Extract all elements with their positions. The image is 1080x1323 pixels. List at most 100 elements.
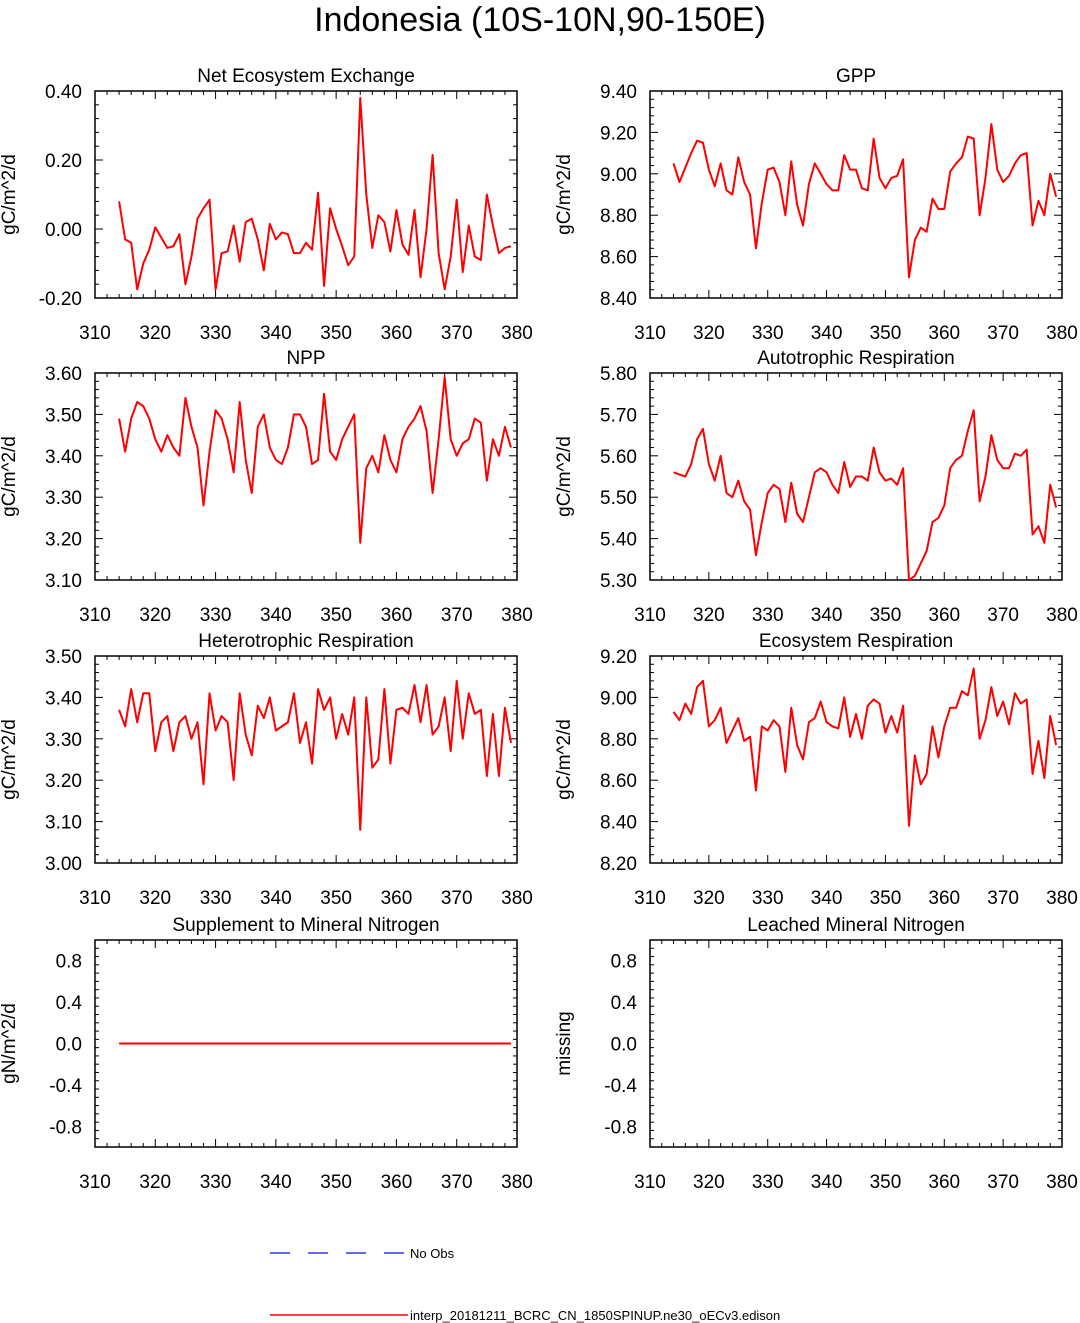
y-tick-label: 3.40: [45, 447, 82, 468]
x-tick-label: 380: [501, 323, 533, 344]
x-tick-label: 330: [752, 323, 784, 344]
legend-label-1: No Obs: [410, 1246, 455, 1261]
y-tick-label: 0.0: [56, 1035, 82, 1056]
panel-7: Supplement to Mineral Nitrogen gN/m^2/d 31…: [0, 915, 533, 1193]
y-tick-label: 5.30: [600, 571, 637, 592]
y-tick-label: 9.40: [600, 82, 637, 103]
panel-title: Supplement to Mineral Nitrogen: [172, 915, 439, 936]
x-tick-label: 370: [987, 1172, 1019, 1193]
y-tick-label: 3.20: [45, 771, 82, 792]
y-tick-label: 0.40: [45, 82, 82, 103]
x-tick-label: 350: [320, 605, 352, 626]
x-tick-label: 320: [693, 888, 725, 909]
y-axis-label: missing: [554, 1011, 575, 1075]
y-axis-label: gC/m^2/d: [0, 719, 20, 800]
x-tick-label: 350: [870, 323, 902, 344]
x-tick-label: 310: [634, 888, 666, 909]
x-tick-label: 310: [79, 1172, 111, 1193]
x-tick-label: 360: [381, 888, 413, 909]
y-axis-label: gC/m^2/d: [554, 436, 575, 517]
x-tick-label: 340: [811, 1172, 843, 1193]
x-tick-label: 380: [501, 605, 533, 626]
x-tick-label: 380: [1046, 605, 1078, 626]
legend-label-2: interp_20181211_BCRC_CN_1850SPINUP.ne30_…: [410, 1308, 780, 1323]
x-tick-label: 320: [139, 605, 171, 626]
panel-6: Ecosystem Respiration gC/m^2/d 310 320 330 34…: [554, 631, 1078, 909]
x-tick-label: 320: [693, 1172, 725, 1193]
plot-frame: [649, 939, 1063, 1148]
y-tick-label: 5.70: [600, 405, 637, 426]
x-tick-label: 320: [693, 323, 725, 344]
y-tick-label: 3.60: [45, 364, 82, 385]
x-tick-label: 310: [634, 1172, 666, 1193]
y-tick-label: -0.4: [604, 1076, 637, 1097]
y-tick-label: -0.8: [49, 1117, 82, 1138]
x-tick-label: 350: [870, 605, 902, 626]
x-tick-label: 320: [693, 605, 725, 626]
plot-frame: [94, 939, 518, 1148]
x-tick-label: 330: [752, 888, 784, 909]
y-tick-label: -0.20: [39, 289, 82, 310]
y-tick-label: -0.8: [604, 1117, 637, 1138]
panel-title: GPP: [836, 66, 876, 87]
x-tick-label: 330: [752, 1172, 784, 1193]
y-tick-label: 3.00: [45, 854, 82, 875]
series-line: [118, 376, 512, 544]
y-tick-label: 0.00: [45, 220, 82, 241]
panel-title: Net Ecosystem Exchange: [197, 66, 415, 87]
panel-8: Leached Mineral Nitrogen missing 310 320 330…: [554, 915, 1078, 1193]
panels: Net Ecosystem Exchange gC/m^2/d 310 320 330 3…: [0, 66, 1078, 1193]
x-tick-label: 320: [139, 888, 171, 909]
y-axis-label: gC/m^2/d: [554, 154, 575, 235]
y-tick-label: 0.8: [611, 952, 637, 973]
y-axis-label: gC/m^2/d: [554, 719, 575, 800]
legend: No Obs interp_20181211_BCRC_CN_1850SPINUP…: [270, 1246, 780, 1323]
plot-frame: [649, 90, 1063, 299]
x-tick-label: 350: [870, 1172, 902, 1193]
x-tick-label: 310: [79, 605, 111, 626]
panel-2: GPP gC/m^2/d 310 320 330 340 350 360 370 380 8.40 8…: [554, 66, 1078, 344]
x-tick-label: 340: [811, 323, 843, 344]
x-tick-label: 360: [928, 605, 960, 626]
y-tick-label: 3.30: [45, 488, 82, 509]
series-line: [672, 667, 1058, 827]
panel-title: NPP: [286, 348, 325, 369]
panel-1: Net Ecosystem Exchange gC/m^2/d 310 320 330 3…: [0, 66, 533, 344]
x-tick-label: 370: [441, 888, 473, 909]
x-tick-label: 370: [987, 605, 1019, 626]
figure-title: Indonesia (10S-10N,90-150E): [314, 1, 766, 39]
x-tick-label: 330: [200, 605, 232, 626]
series-line: [673, 409, 1058, 581]
x-tick-label: 370: [987, 888, 1019, 909]
y-tick-label: 5.80: [600, 364, 637, 385]
y-tick-label: 9.00: [600, 688, 637, 709]
x-tick-label: 340: [811, 888, 843, 909]
series-line: [672, 123, 1058, 279]
y-tick-label: 3.10: [45, 813, 82, 834]
y-tick-label: 8.60: [600, 771, 637, 792]
y-tick-label: 9.20: [600, 123, 637, 144]
x-tick-label: 380: [501, 1172, 533, 1193]
x-tick-label: 350: [870, 888, 902, 909]
x-tick-label: 340: [260, 605, 292, 626]
x-tick-label: 340: [260, 323, 292, 344]
y-tick-label: 0.8: [56, 952, 82, 973]
series-line: [118, 96, 512, 291]
series-line: [118, 679, 512, 831]
x-tick-label: 310: [634, 605, 666, 626]
y-tick-label: 3.50: [45, 647, 82, 668]
x-tick-label: 310: [79, 323, 111, 344]
x-tick-label: 380: [501, 888, 533, 909]
x-tick-label: 310: [634, 323, 666, 344]
x-tick-label: 330: [200, 1172, 232, 1193]
x-tick-label: 330: [752, 605, 784, 626]
x-tick-label: 370: [441, 1172, 473, 1193]
y-tick-label: 5.60: [600, 447, 637, 468]
y-tick-label: 5.40: [600, 530, 637, 551]
plot-frame: [649, 372, 1063, 581]
panel-3: NPP gC/m^2/d 310 320 330 340 350 360 370 380 3.10 3…: [0, 348, 533, 626]
y-tick-label: 9.00: [600, 165, 637, 186]
x-tick-label: 360: [928, 1172, 960, 1193]
x-tick-label: 360: [928, 323, 960, 344]
